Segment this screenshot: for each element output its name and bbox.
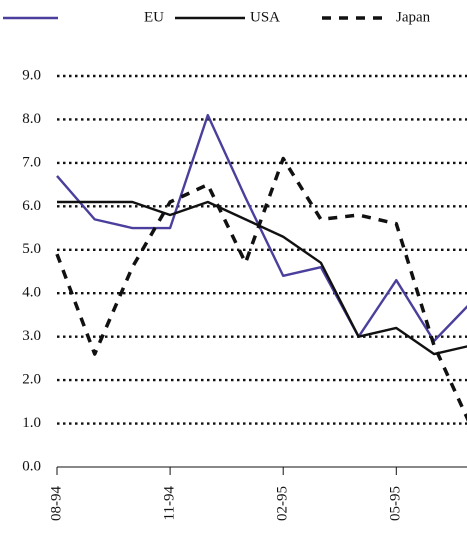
plot-area — [55, 113, 467, 422]
legend: EU USA Japan — [3, 9, 431, 25]
legend-label: Japan — [396, 9, 431, 25]
series-line — [55, 156, 467, 422]
y-tick-label: 9.0 — [22, 67, 41, 83]
legend-label: EU — [144, 9, 164, 25]
grid: 0.0 1.0 2.0 3.0 4.0 5.0 6.0 7.0 8.0 9.0 08-94 11-94… — [22, 67, 467, 521]
y-tick-label: 1.0 — [22, 415, 41, 431]
x-tick-label: 11-94 — [162, 486, 178, 521]
x-tick-label: 08-94 — [48, 486, 64, 521]
y-tick-label: 3.0 — [22, 328, 41, 344]
y-tick-label: 8.0 — [22, 111, 41, 127]
y-tick-label: 5.0 — [22, 241, 41, 257]
legend-label: USA — [250, 9, 280, 25]
series-line — [57, 200, 467, 356]
y-tick-label: 4.0 — [22, 285, 41, 301]
y-tick-label: 7.0 — [22, 154, 41, 170]
y-tick-label: 6.0 — [22, 198, 41, 214]
y-tick-label: 0.0 — [22, 458, 41, 474]
y-tick-label: 2.0 — [22, 372, 41, 388]
x-tick-label: 02-95 — [275, 486, 291, 521]
x-tick-label: 05-95 — [388, 486, 404, 521]
series-line — [56, 113, 467, 343]
